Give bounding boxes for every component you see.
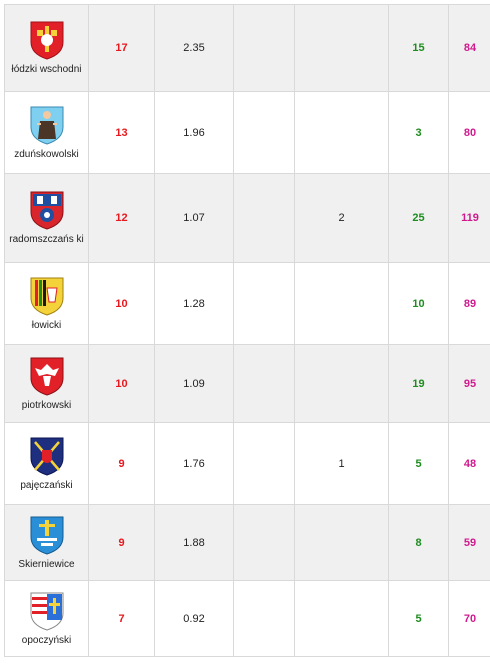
total-cell: 84: [448, 4, 490, 92]
county-cell: łowicki: [4, 262, 89, 345]
total-cell: 119: [448, 173, 490, 263]
county-name: Skierniewice: [18, 558, 75, 570]
crest-pajeczanski-icon: [30, 437, 63, 476]
county-name: zduńskowolski: [14, 148, 79, 160]
positive-cell: 10: [388, 262, 449, 345]
extra-cell: [294, 344, 389, 423]
extra-cell: [294, 262, 389, 345]
county-cell: Skierniewice: [4, 504, 89, 581]
count-cell: 10: [88, 344, 155, 423]
ratio-cell: 1.28: [154, 262, 234, 345]
table-row: łódzki wschodni 17 2.35 15 84: [4, 4, 490, 92]
ratio-cell: 1.96: [154, 91, 234, 174]
table-row: piotrkowski 10 1.09 19 95: [4, 344, 490, 423]
county-name: łowicki: [31, 319, 62, 331]
count-cell: 13: [88, 91, 155, 174]
table-row: zduńskowolski 13 1.96 3 80: [4, 91, 490, 174]
empty-cell: [233, 504, 295, 581]
count-cell: 12: [88, 173, 155, 263]
total-cell: 59: [448, 504, 490, 581]
ratio-cell: 1.88: [154, 504, 234, 581]
table-row: łowicki 10 1.28 10 89: [4, 262, 490, 345]
empty-cell: [233, 173, 295, 263]
county-cell: pajęczański: [4, 422, 89, 505]
count-cell: 7: [88, 580, 155, 657]
total-cell: 70: [448, 580, 490, 657]
county-name: radomszczańs ki: [9, 234, 84, 245]
ratio-cell: 2.35: [154, 4, 234, 92]
crest-lodzki-wschodni-icon: [30, 21, 63, 60]
crest-radomszczanski-icon: [30, 191, 63, 230]
table-row: opoczyński 7 0.92 5 70: [4, 580, 490, 657]
county-cell: łódzki wschodni: [4, 4, 89, 92]
extra-cell: 1: [294, 422, 389, 505]
ratio-cell: 1.07: [154, 173, 234, 263]
positive-cell: 15: [388, 4, 449, 92]
positive-cell: 25: [388, 173, 449, 263]
crest-piotrkowski-icon: [30, 357, 63, 396]
county-name: łódzki wschodni: [11, 64, 82, 75]
extra-cell: [294, 580, 389, 657]
total-cell: 89: [448, 262, 490, 345]
crest-lowicki-icon: [30, 277, 63, 316]
positive-cell: 5: [388, 422, 449, 505]
county-cell: piotrkowski: [4, 344, 89, 423]
county-stats-table: łódzki wschodni 17 2.35 15 84 zduńskowol…: [4, 4, 490, 657]
ratio-cell: 0.92: [154, 580, 234, 657]
positive-cell: 5: [388, 580, 449, 657]
empty-cell: [233, 4, 295, 92]
empty-cell: [233, 91, 295, 174]
county-cell: zduńskowolski: [4, 91, 89, 174]
positive-cell: 19: [388, 344, 449, 423]
count-cell: 9: [88, 504, 155, 581]
empty-cell: [233, 580, 295, 657]
crest-skierniewice-icon: [30, 516, 63, 555]
county-name: pajęczański: [20, 479, 73, 491]
positive-cell: 8: [388, 504, 449, 581]
extra-cell: [294, 91, 389, 174]
county-name: piotrkowski: [21, 399, 72, 411]
extra-cell: 2: [294, 173, 389, 263]
ratio-cell: 1.09: [154, 344, 234, 423]
count-cell: 10: [88, 262, 155, 345]
count-cell: 9: [88, 422, 155, 505]
crest-zdunskowolski-icon: [30, 106, 63, 145]
table-row: Skierniewice 9 1.88 8 59: [4, 504, 490, 581]
empty-cell: [233, 344, 295, 423]
empty-cell: [233, 422, 295, 505]
total-cell: 80: [448, 91, 490, 174]
table-row: radomszczańs ki 12 1.07 2 25 119: [4, 173, 490, 263]
ratio-cell: 1.76: [154, 422, 234, 505]
empty-cell: [233, 262, 295, 345]
county-cell: opoczyński: [4, 580, 89, 657]
county-name: opoczyński: [21, 634, 72, 646]
crest-opoczynski-icon: [30, 592, 63, 631]
table-row: pajęczański 9 1.76 1 5 48: [4, 422, 490, 505]
total-cell: 48: [448, 422, 490, 505]
extra-cell: [294, 504, 389, 581]
count-cell: 17: [88, 4, 155, 92]
county-cell: radomszczańs ki: [4, 173, 89, 263]
positive-cell: 3: [388, 91, 449, 174]
extra-cell: [294, 4, 389, 92]
total-cell: 95: [448, 344, 490, 423]
